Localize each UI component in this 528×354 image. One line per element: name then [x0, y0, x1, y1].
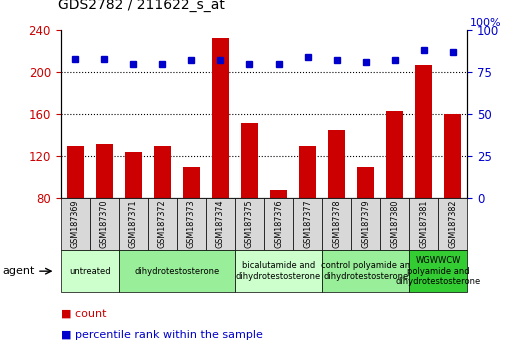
Bar: [241, 122, 258, 282]
Text: bicalutamide and
dihydrotestosterone: bicalutamide and dihydrotestosterone: [236, 262, 321, 281]
Text: dihydrotestosterone: dihydrotestosterone: [134, 267, 220, 276]
Bar: [154, 146, 171, 282]
Text: GSM187369: GSM187369: [71, 200, 80, 248]
Text: GSM187374: GSM187374: [216, 200, 225, 248]
Text: GSM187378: GSM187378: [332, 200, 341, 248]
Text: GDS2782 / 211622_s_at: GDS2782 / 211622_s_at: [58, 0, 225, 12]
Bar: [212, 39, 229, 282]
Text: GSM187372: GSM187372: [158, 200, 167, 248]
Bar: [444, 114, 461, 282]
Text: 100%: 100%: [470, 18, 502, 28]
Bar: [183, 167, 200, 282]
Text: GSM187377: GSM187377: [303, 200, 312, 248]
Text: untreated: untreated: [69, 267, 110, 276]
Bar: [125, 152, 142, 282]
Text: GSM187370: GSM187370: [100, 200, 109, 248]
Text: ■ percentile rank within the sample: ■ percentile rank within the sample: [61, 330, 262, 339]
Text: ■ count: ■ count: [61, 308, 106, 318]
Text: GSM187379: GSM187379: [361, 200, 370, 248]
Text: agent: agent: [3, 266, 35, 276]
Bar: [328, 130, 345, 282]
Bar: [299, 146, 316, 282]
Bar: [357, 167, 374, 282]
Bar: [386, 111, 403, 282]
Bar: [270, 190, 287, 282]
Text: GSM187375: GSM187375: [245, 200, 254, 248]
Text: GSM187380: GSM187380: [390, 200, 399, 248]
Text: GSM187381: GSM187381: [419, 200, 428, 248]
Bar: [96, 144, 113, 282]
Text: control polyamide an
dihydrotestosterone: control polyamide an dihydrotestosterone: [321, 262, 410, 281]
Text: GSM187382: GSM187382: [448, 200, 457, 248]
Text: GSM187376: GSM187376: [274, 200, 283, 248]
Bar: [415, 65, 432, 282]
Text: WGWWCW
polyamide and
dihydrotestosterone: WGWWCW polyamide and dihydrotestosterone: [395, 256, 481, 286]
Text: GSM187373: GSM187373: [187, 200, 196, 248]
Text: GSM187371: GSM187371: [129, 200, 138, 248]
Bar: [67, 146, 84, 282]
